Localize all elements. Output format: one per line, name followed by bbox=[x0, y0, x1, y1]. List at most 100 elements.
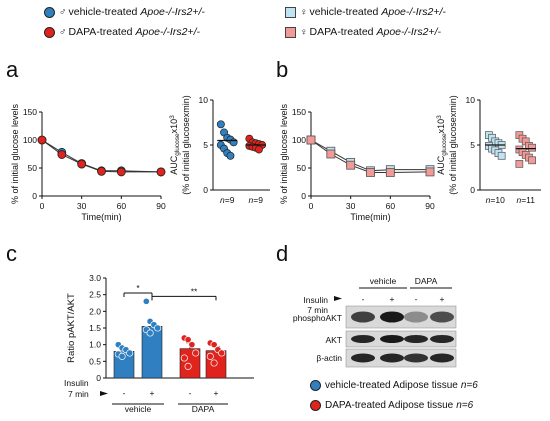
panel-letter-b: b bbox=[276, 57, 289, 82]
y-tick-label: 0 bbox=[96, 373, 101, 383]
wb-band bbox=[430, 353, 454, 363]
data-point bbox=[37, 135, 47, 145]
insulin-sign: + bbox=[150, 388, 155, 398]
wb-band bbox=[404, 311, 428, 323]
y-tick-label: 50 bbox=[297, 163, 307, 173]
insulin-sign: - bbox=[123, 388, 126, 398]
insulin-time: 7 min bbox=[68, 389, 89, 399]
data-point bbox=[118, 352, 126, 360]
tissue-legend-label: DAPA-treated Adipose tissue bbox=[325, 400, 454, 411]
insulin-arrow-icon bbox=[100, 391, 108, 396]
x-axis-title: Time(min) bbox=[350, 212, 390, 222]
legend-genotype: Apoe-/-Irs2+/- bbox=[140, 6, 205, 18]
male-symbol: ♂ bbox=[59, 26, 67, 38]
panel-letter-a: a bbox=[6, 57, 19, 82]
y-tick-label: 0.5 bbox=[89, 356, 101, 366]
data-point bbox=[188, 341, 196, 349]
y-tick-label: 1.5 bbox=[89, 323, 101, 333]
y-tick-label: 2.5 bbox=[89, 290, 101, 300]
x-tick-label: 0 bbox=[40, 201, 45, 211]
wb-insulin-text: Insulin bbox=[303, 295, 328, 305]
data-point bbox=[146, 329, 154, 337]
wb-insulin-label: Insulin 7 min bbox=[292, 295, 328, 315]
y-tick-label: 150 bbox=[23, 107, 37, 117]
legend-marker-dapa-male bbox=[44, 26, 55, 38]
data-point bbox=[229, 138, 238, 147]
x-tick-label: 0 bbox=[309, 201, 314, 211]
legend-genotype: Apoe-/-Irs2+/- bbox=[376, 26, 441, 38]
data-point bbox=[255, 145, 263, 154]
legend-item-vehicle-male: ♂ vehicle-treated Apoe-/-Irs2+/- bbox=[44, 6, 205, 18]
y-tick-label: 100 bbox=[292, 135, 306, 145]
legend-item-vehicle-female: ♀ vehicle-treated Apoe-/-Irs2+/- bbox=[285, 6, 446, 18]
wb-row-label-actin: β-actin bbox=[316, 353, 342, 363]
data-point bbox=[116, 167, 126, 177]
y-axis-title: Ratio pAKT/AKT bbox=[66, 293, 77, 363]
y-tick-label: 0 bbox=[203, 185, 208, 195]
wb-band bbox=[351, 311, 375, 323]
male-symbol: ♂ bbox=[59, 6, 67, 18]
data-point bbox=[154, 324, 162, 332]
wb-band bbox=[351, 335, 375, 343]
wb-sign: - bbox=[362, 294, 365, 304]
y-axis-title: % of initial glucose levels bbox=[279, 103, 289, 204]
signif-star: ** bbox=[191, 286, 198, 296]
data-point bbox=[77, 159, 87, 169]
wb-insulin-arrow-icon bbox=[334, 296, 342, 301]
x-tick-label: 60 bbox=[117, 201, 127, 211]
female-symbol: ♀ bbox=[300, 6, 308, 18]
wb-band bbox=[430, 335, 454, 343]
legend-genotype: Apoe-/-Irs2+/- bbox=[135, 26, 200, 38]
wb-group-label: DAPA bbox=[415, 276, 438, 286]
wb-sign: - bbox=[415, 294, 418, 304]
wb-insulin-time: 7 min bbox=[307, 305, 328, 315]
data-point bbox=[57, 150, 67, 159]
wb-row-label-phospho: phosphoAKT bbox=[292, 313, 342, 323]
wb-band bbox=[351, 353, 375, 363]
tissue-legend-vehicle: vehicle-treated Adipose tissue n=6 bbox=[310, 380, 478, 391]
legend-label: DAPA-treated bbox=[68, 26, 133, 38]
data-point bbox=[346, 160, 356, 170]
legend-item-dapa-female: ♀ DAPA-treated Apoe-/-Irs2+/- bbox=[285, 26, 441, 38]
group-label: DAPA bbox=[192, 404, 215, 414]
legend-marker-vehicle-female bbox=[285, 6, 296, 18]
data-point bbox=[425, 167, 435, 177]
data-point bbox=[184, 362, 192, 370]
n-label: n=10 bbox=[486, 195, 505, 205]
insulin-sign: + bbox=[214, 388, 219, 398]
wb-group-label: vehicle bbox=[370, 276, 397, 286]
data-point bbox=[192, 349, 200, 357]
y-axis-title-2: (% of initial glucosexmin) bbox=[448, 95, 458, 195]
wb-band bbox=[430, 311, 454, 323]
data-point bbox=[385, 168, 395, 177]
y-axis-title: AUCglucosex103 bbox=[436, 115, 448, 175]
female-symbol: ♀ bbox=[300, 26, 308, 38]
y-tick-label: 2.0 bbox=[89, 306, 101, 316]
y-tick-label: 5 bbox=[203, 140, 208, 150]
data-point bbox=[226, 151, 235, 160]
y-tick-label: 10 bbox=[199, 95, 209, 105]
x-tick-label: 90 bbox=[425, 201, 435, 211]
x-tick-label: 90 bbox=[156, 201, 166, 211]
legend-label: vehicle-treated bbox=[309, 6, 379, 18]
signif-star: * bbox=[136, 283, 140, 293]
legend-label: vehicle-treated bbox=[68, 6, 138, 18]
y-axis-title: AUCglucosex103 bbox=[169, 115, 181, 175]
tissue-marker-vehicle bbox=[310, 380, 321, 391]
wb-band bbox=[380, 335, 404, 343]
y-tick-label: 100 bbox=[23, 135, 37, 145]
n-label: n=9 bbox=[220, 195, 235, 205]
y-tick-label: 0 bbox=[470, 185, 475, 195]
wb-sign: + bbox=[440, 294, 445, 304]
data-point bbox=[528, 143, 537, 152]
n-label: n=11 bbox=[516, 195, 535, 205]
x-axis-title: Time(min) bbox=[81, 212, 121, 222]
y-tick-label: 5 bbox=[470, 140, 475, 150]
panel-letter-d: d bbox=[276, 241, 289, 266]
wb-band bbox=[380, 353, 404, 363]
x-tick-label: 30 bbox=[346, 201, 356, 211]
y-tick-label: 50 bbox=[28, 163, 38, 173]
tissue-legend-label: vehicle-treated Adipose tissue bbox=[325, 380, 458, 391]
wb-sign: + bbox=[390, 294, 395, 304]
